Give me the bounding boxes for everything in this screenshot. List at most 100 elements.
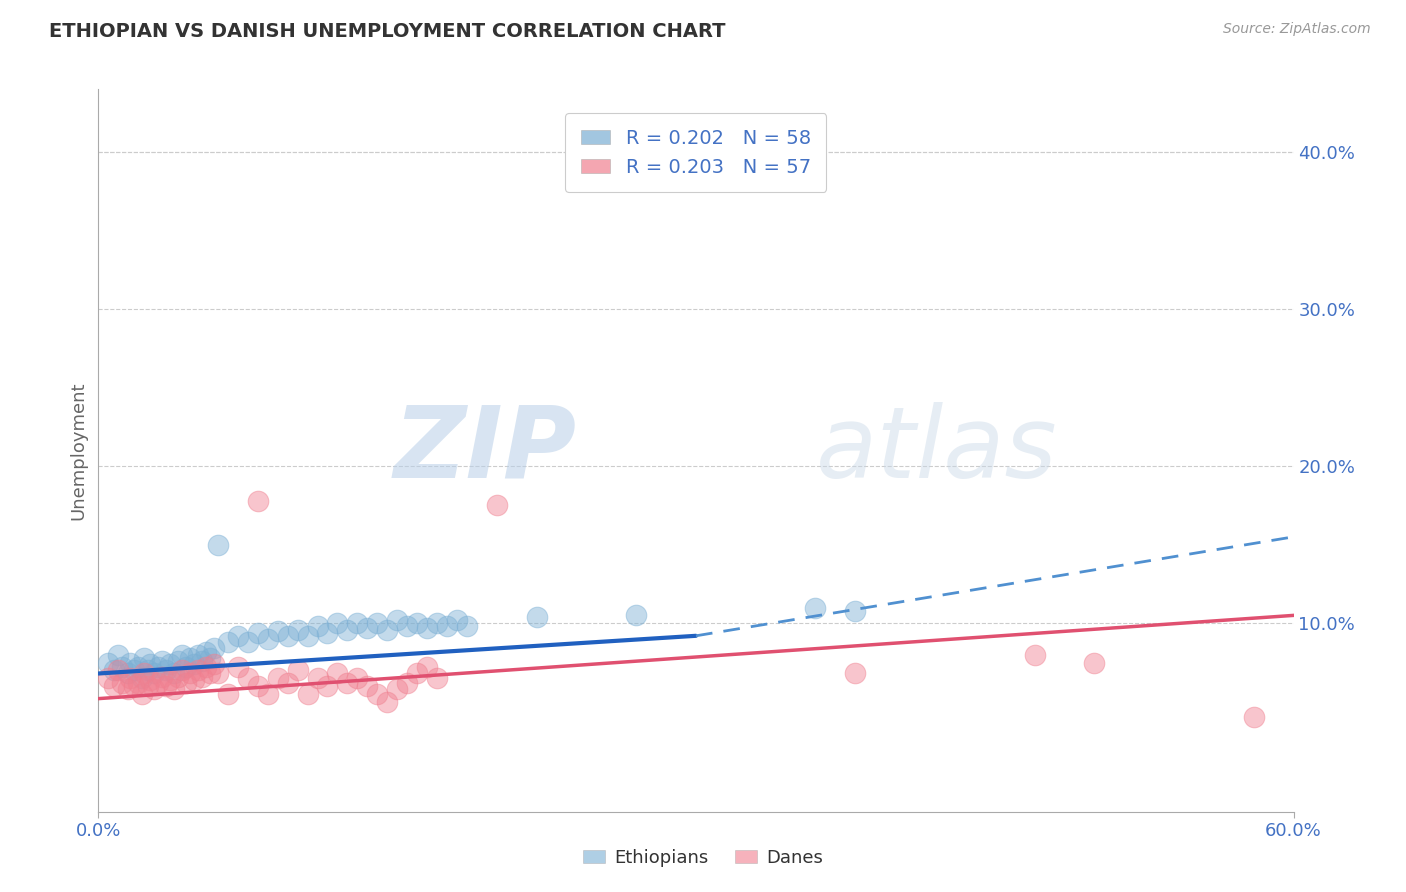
Point [356,621,378,635]
Point [326,616,349,631]
Point [526,610,548,624]
Point [385,682,409,697]
Point [366,687,388,701]
Point [287,623,309,637]
Point [844,604,866,618]
Point [183,657,205,671]
Point [426,616,449,631]
Legend: R = 0.202   N = 58, R = 0.203   N = 57: R = 0.202 N = 58, R = 0.203 N = 57 [565,113,827,192]
Point [307,671,329,685]
Point [226,660,249,674]
Point [396,676,419,690]
Point [416,660,439,674]
Point [336,676,359,690]
Point [127,660,149,674]
Point [136,664,159,678]
Point [174,660,197,674]
Point [385,613,409,627]
Point [179,666,201,681]
Point [195,644,218,658]
Point [336,623,359,637]
Point [139,657,162,671]
Legend: Ethiopians, Danes: Ethiopians, Danes [576,842,830,874]
Point [163,666,186,681]
Point [131,671,153,685]
Point [150,654,173,668]
Point [124,679,146,693]
Point [217,635,239,649]
Point [366,616,388,631]
Point [844,666,866,681]
Point [456,619,478,633]
Point [191,670,214,684]
Point [172,648,194,662]
Point [246,493,269,508]
Point [375,695,398,709]
Point [416,621,439,635]
Point [267,671,290,685]
Point [256,687,278,701]
Point [297,629,319,643]
Point [148,660,170,674]
Point [167,654,190,668]
Point [120,671,142,685]
Point [246,625,269,640]
Point [346,671,368,685]
Point [150,670,173,684]
Point [326,666,349,681]
Point [143,682,166,697]
Point [316,625,339,640]
Point [202,641,225,656]
Point [202,657,225,671]
Point [117,682,139,697]
Point [159,673,181,687]
Point [107,664,129,678]
Point [148,676,170,690]
Point [103,664,125,678]
Point [131,687,153,701]
Point [356,679,378,693]
Point [97,656,120,670]
Point [1024,648,1046,662]
Point [187,648,209,662]
Point [136,679,159,693]
Point [127,676,149,690]
Point [346,616,368,631]
Point [375,623,398,637]
Point [179,650,201,665]
Point [163,682,186,697]
Text: Source: ZipAtlas.com: Source: ZipAtlas.com [1223,22,1371,37]
Point [207,538,229,552]
Point [159,657,181,671]
Point [277,676,299,690]
Point [198,666,221,681]
Point [297,687,319,701]
Point [406,616,429,631]
Point [426,671,449,685]
Point [139,673,162,687]
Point [103,679,125,693]
Point [183,673,205,687]
Point [396,619,419,633]
Point [107,648,129,662]
Point [155,664,177,678]
Point [307,619,329,633]
Point [134,650,156,665]
Point [187,664,209,678]
Point [256,632,278,646]
Point [97,671,120,685]
Point [124,664,146,678]
Point [111,660,134,674]
Point [172,664,194,678]
Point [117,666,139,681]
Point [287,664,309,678]
Text: ZIP: ZIP [394,402,576,499]
Point [626,608,648,623]
Point [277,629,299,643]
Point [804,600,827,615]
Point [226,629,249,643]
Point [1243,710,1265,724]
Point [406,666,429,681]
Point [246,679,269,693]
Point [191,654,214,668]
